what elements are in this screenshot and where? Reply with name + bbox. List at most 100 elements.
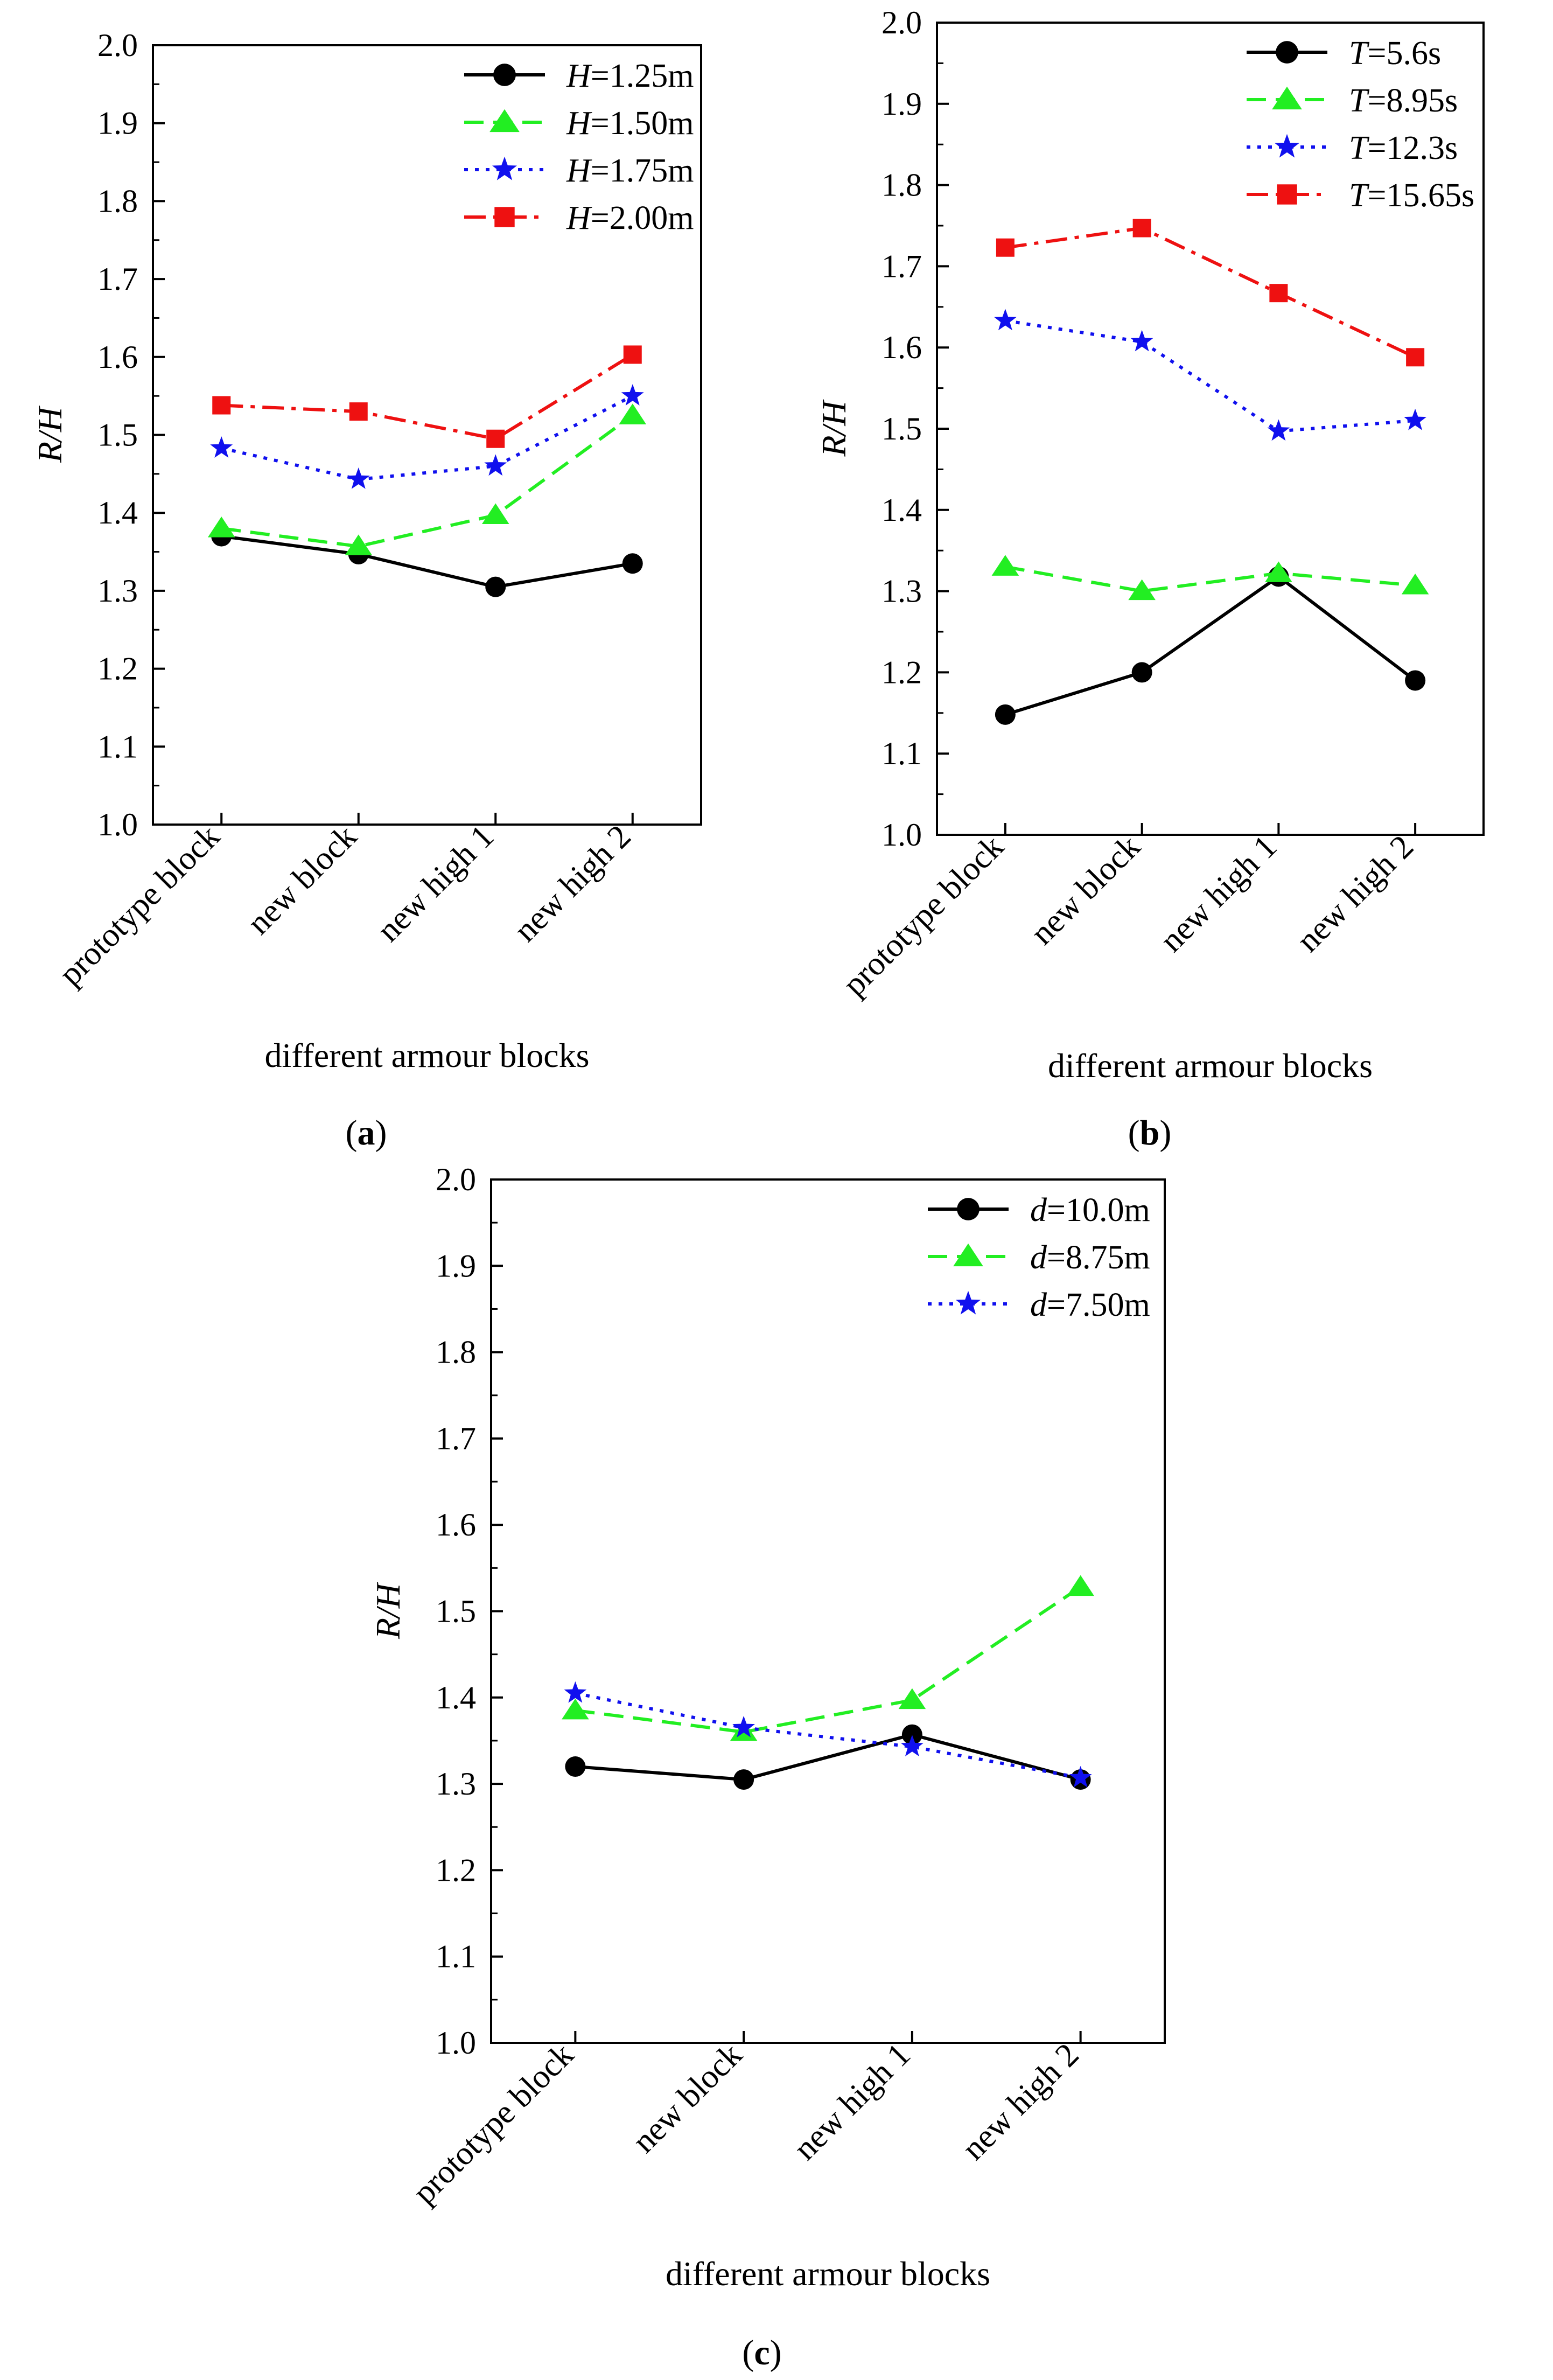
- y-tick-label: 1.1: [882, 736, 922, 771]
- legend-label: T=5.6s: [1349, 35, 1441, 72]
- legend-label: d=10.0m: [1030, 1192, 1150, 1229]
- y-tick-label: 1.7: [882, 248, 922, 284]
- legend-value: =15.65s: [1367, 177, 1474, 214]
- legend-marker: [1272, 86, 1302, 110]
- y-tick-label: 1.6: [436, 1507, 476, 1543]
- panel-label-open: (: [742, 2333, 754, 2372]
- x-tick-label: new high 1: [370, 818, 501, 949]
- data-point: [562, 1698, 589, 1720]
- legend-value: =8.75m: [1047, 1239, 1150, 1276]
- y-tick-label: 1.9: [882, 86, 922, 122]
- y-tick-label: 1.9: [97, 106, 138, 141]
- x-tick-label: new high 2: [507, 818, 638, 949]
- y-tick-label: 1.8: [436, 1335, 476, 1370]
- legend-symbol: T: [1349, 177, 1370, 214]
- data-point: [481, 503, 509, 525]
- data-point: [732, 1715, 755, 1737]
- legend-value: =10.0m: [1047, 1192, 1150, 1229]
- legend-marker: [494, 207, 515, 227]
- y-tick-label: 1.5: [882, 411, 922, 446]
- legend-label: T=15.65s: [1349, 177, 1474, 214]
- legend-symbol: T: [1349, 35, 1370, 72]
- x-axis-label: different armour blocks: [1048, 1046, 1373, 1085]
- data-point: [901, 1735, 924, 1756]
- legend-symbol: d: [1030, 1192, 1047, 1229]
- legend-label: T=12.3s: [1349, 130, 1458, 166]
- data-point: [901, 1724, 922, 1745]
- chart-panel-2: 1.0 1.1 1.2 1.3 1.4 1.5 1.6 1.7 1.8 1.9 2.0 prototy…: [369, 1162, 1166, 2372]
- legend-value: =5.6s: [1367, 35, 1441, 72]
- data-point: [1069, 1765, 1092, 1788]
- data-point: [733, 1769, 754, 1790]
- legend-symbol: d: [1030, 1239, 1047, 1276]
- y-tick-label: 1.0: [882, 817, 922, 853]
- panel-label: (b): [1128, 1113, 1172, 1153]
- panel-label-close: ): [375, 1113, 387, 1153]
- data-point: [898, 1688, 926, 1709]
- data-point: [1269, 284, 1288, 303]
- y-tick-label: 2.0: [882, 5, 922, 40]
- y-tick-label: 1.0: [97, 807, 138, 842]
- panel-label: (c): [742, 2333, 781, 2372]
- y-axis-label: R/H: [369, 1581, 407, 1639]
- data-point: [991, 555, 1019, 576]
- legend-value: =1.50m: [591, 105, 694, 142]
- y-axis-label: R/H: [31, 405, 69, 463]
- y-tick-label: 1.8: [97, 183, 138, 219]
- legend-value: =8.95s: [1367, 82, 1458, 119]
- x-tick-label: new high 1: [1153, 828, 1284, 959]
- legend-value: =1.75m: [591, 152, 694, 189]
- data-point: [485, 576, 506, 597]
- y-tick-label: 1.7: [97, 261, 138, 297]
- y-tick-label: 1.3: [882, 574, 922, 609]
- x-tick-label: new block: [240, 818, 363, 941]
- y-tick-label: 1.9: [436, 1248, 476, 1283]
- panel-label: (a): [346, 1113, 387, 1153]
- data-point: [1405, 670, 1426, 691]
- series-line-2: [1005, 319, 1416, 433]
- legend-marker: [1276, 41, 1298, 64]
- data-point: [565, 1756, 586, 1777]
- y-tick-label: 1.4: [882, 492, 922, 528]
- legend-symbol: H: [566, 200, 592, 236]
- data-point: [347, 467, 370, 489]
- data-point: [1130, 330, 1153, 352]
- legend-symbol: d: [1030, 1287, 1047, 1323]
- panel-label-letter: b: [1140, 1113, 1160, 1153]
- x-tick-label: new high 2: [1290, 828, 1421, 959]
- legend-symbol: H: [566, 152, 592, 189]
- legend-value: =1.25m: [591, 58, 694, 94]
- panel-label-close: ): [1159, 1113, 1171, 1153]
- data-point: [1267, 419, 1290, 441]
- data-point: [1132, 219, 1151, 238]
- legend-symbol: H: [566, 105, 592, 142]
- series-line-2: [575, 1691, 1081, 1779]
- x-tick-label: new block: [1024, 828, 1147, 952]
- data-point: [994, 309, 1017, 331]
- series-line-1: [1005, 565, 1416, 593]
- panel-label-open: (: [1128, 1113, 1140, 1153]
- legend-label: H=1.25m: [566, 58, 694, 94]
- legend-marker: [1275, 134, 1299, 158]
- data-point: [486, 429, 505, 448]
- y-tick-label: 1.1: [97, 729, 138, 764]
- y-tick-label: 1.1: [436, 1939, 476, 1974]
- x-tick-label: new high 2: [955, 2036, 1086, 2167]
- legend-label: T=8.95s: [1349, 82, 1458, 119]
- chart-panel-1: 1.0 1.1 1.2 1.3 1.4 1.5 1.6 1.7 1.8 1.9 2.0 prototy…: [815, 5, 1485, 1153]
- y-tick-label: 1.3: [436, 1766, 476, 1802]
- x-tick-label: prototype block: [836, 828, 1010, 1003]
- data-point: [1406, 348, 1425, 367]
- data-point: [621, 384, 644, 406]
- y-tick-label: 1.2: [436, 1852, 476, 1888]
- legend-marker: [957, 1198, 980, 1220]
- data-point: [207, 517, 235, 538]
- legend-marker: [953, 1243, 983, 1267]
- series-line-1: [221, 414, 634, 548]
- data-point: [345, 534, 373, 555]
- legend-value: =7.50m: [1047, 1287, 1150, 1323]
- x-tick-label: prototype block: [406, 2036, 580, 2211]
- legend-symbol: T: [1349, 130, 1370, 166]
- y-tick-label: 1.0: [436, 2025, 476, 2061]
- y-tick-label: 1.2: [97, 651, 138, 687]
